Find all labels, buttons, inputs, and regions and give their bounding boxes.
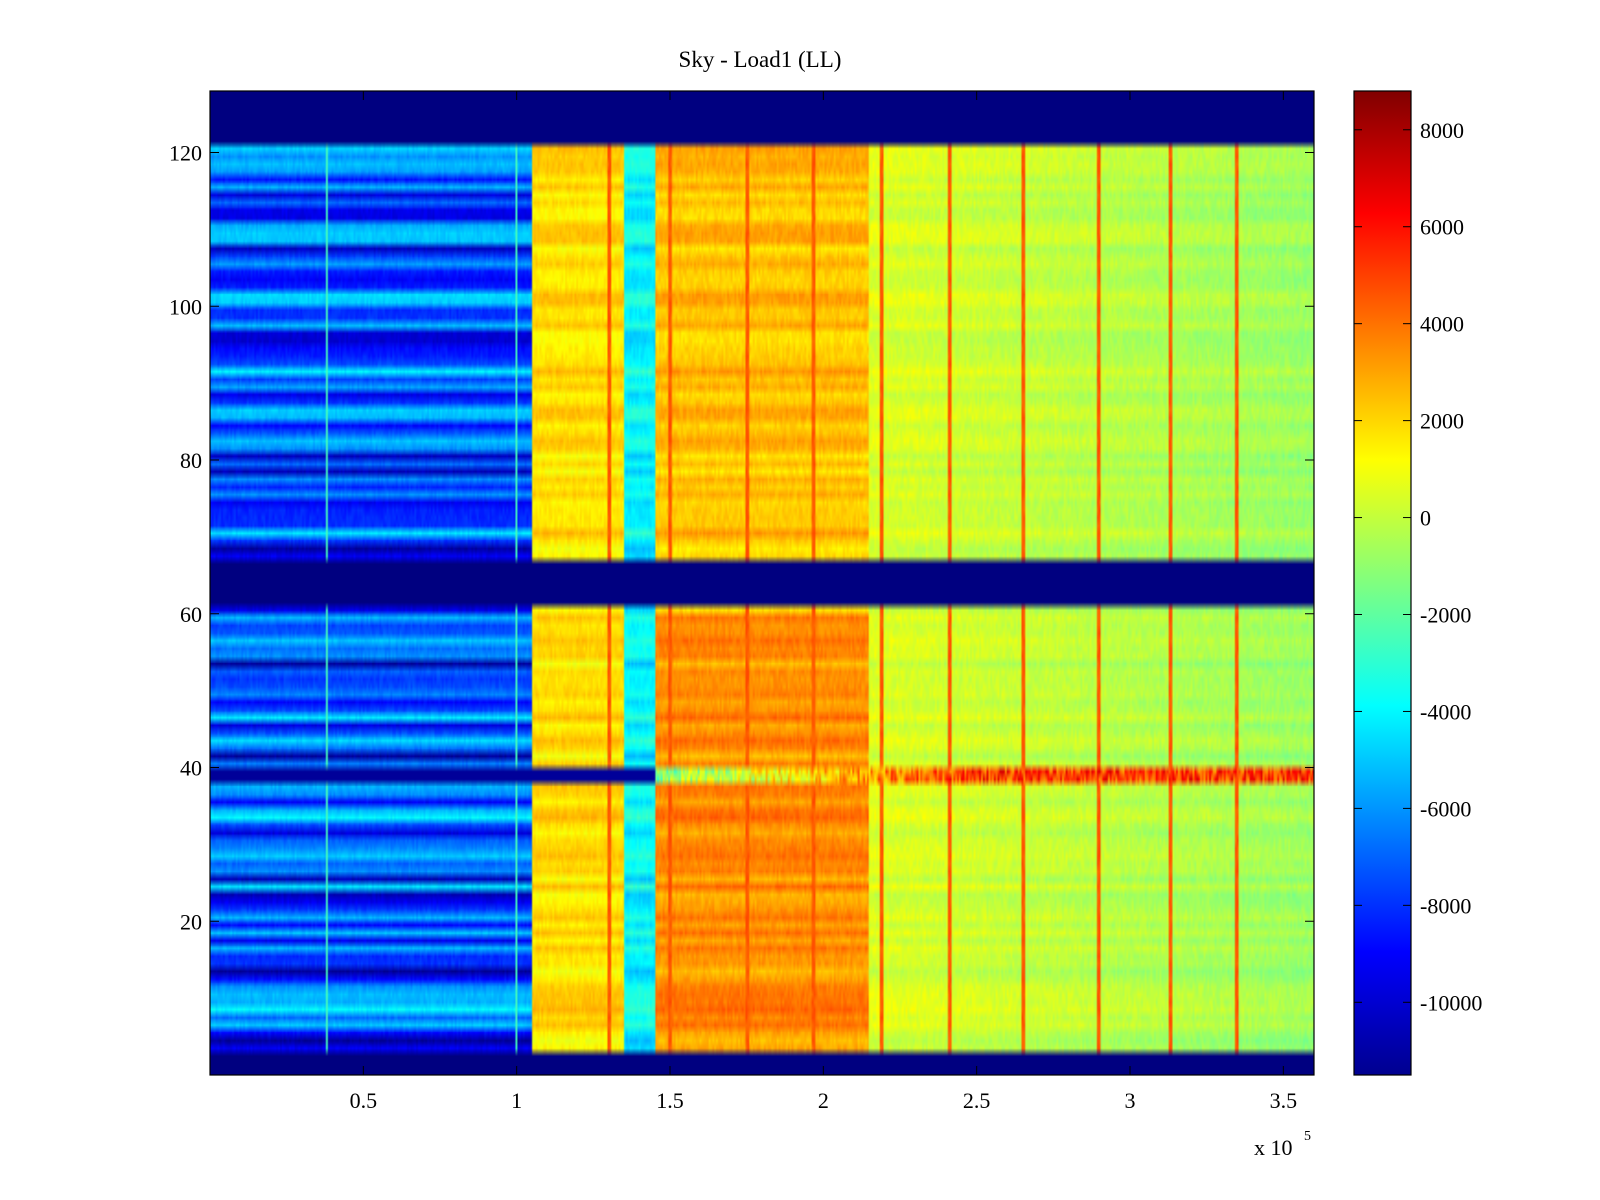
x-tick-label: 3.5 xyxy=(1270,1088,1298,1113)
x-tick-label: 2 xyxy=(818,1088,829,1113)
y-tick-label: 20 xyxy=(180,909,202,934)
heatmap-plot-area xyxy=(209,90,1315,1076)
x-tick-label: 3 xyxy=(1125,1088,1136,1113)
heatmap-image xyxy=(210,91,1314,1075)
colorbar-tick-label: 4000 xyxy=(1420,312,1464,337)
colorbar-gradient xyxy=(1353,90,1412,1076)
colorbar-tick-label: -6000 xyxy=(1420,796,1471,821)
y-tick-label: 80 xyxy=(180,448,202,473)
y-axis: 20 40 60 80 100 120 xyxy=(169,141,1314,934)
colorbar-tick-label: -10000 xyxy=(1420,990,1482,1015)
colorbar-tick-label: 2000 xyxy=(1420,409,1464,434)
colorbar-ticks: 8000 6000 4000 2000 0 -2000 -4000 -6000 -8000 -10… xyxy=(1354,118,1482,1015)
x-multiplier-label: x 10 xyxy=(1254,1135,1293,1160)
y-tick-label: 60 xyxy=(180,602,202,627)
x-tick-label: 0.5 xyxy=(350,1088,378,1113)
colorbar-tick-label: 0 xyxy=(1420,506,1431,531)
colorbar-tick-label: 6000 xyxy=(1420,215,1464,240)
colorbar-tick-label: -8000 xyxy=(1420,893,1471,918)
y-tick-label: 40 xyxy=(180,756,202,781)
colorbar-tick-label: 8000 xyxy=(1420,118,1464,143)
y-tick-label: 100 xyxy=(169,294,202,319)
x-axis: 0.5 1 1.5 2 2.5 3 3.5 xyxy=(350,91,1298,1113)
colorbar: 8000 6000 4000 2000 0 -2000 -4000 -6000 -8000 -10… xyxy=(1353,90,1482,1076)
plot-frame xyxy=(209,90,1315,1076)
x-tick-label: 1.5 xyxy=(656,1088,684,1113)
x-multiplier-exponent: 5 xyxy=(1304,1129,1311,1144)
y-tick-label: 120 xyxy=(169,141,202,166)
colorbar-tick-label: -2000 xyxy=(1420,603,1471,628)
colorbar-tick-label: -4000 xyxy=(1420,699,1471,724)
x-tick-label: 1 xyxy=(511,1088,522,1113)
x-tick-label: 2.5 xyxy=(963,1088,991,1113)
chart-title: Sky - Load1 (LL) xyxy=(679,47,842,72)
x-multiplier: x 10 5 xyxy=(1254,1129,1311,1160)
